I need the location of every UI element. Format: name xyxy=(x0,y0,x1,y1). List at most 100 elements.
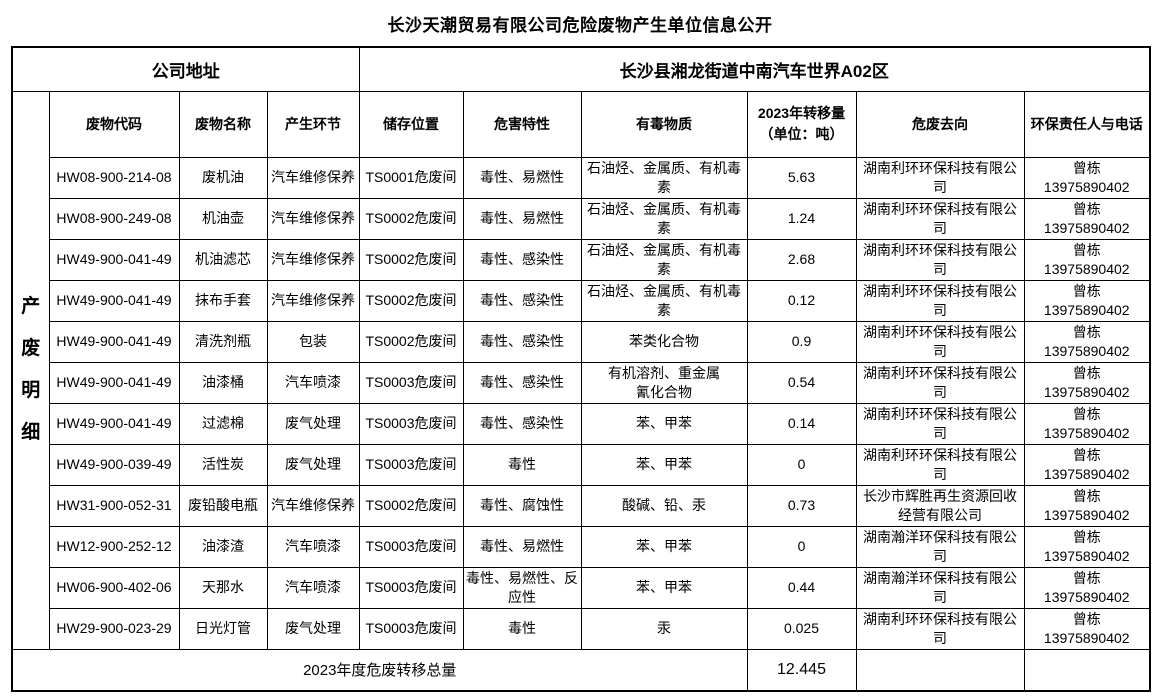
cell-waste-name: 天那水 xyxy=(178,566,268,609)
contact-name: 曾栋 xyxy=(1072,283,1101,300)
contact-name: 曾栋 xyxy=(1072,529,1101,546)
cell-destination: 湖南利环环保科技有限公司 xyxy=(855,607,1025,650)
cell-hazard: 毒性、易燃性 xyxy=(462,156,582,199)
cell-waste-name: 日光灯管 xyxy=(178,607,268,650)
cell-storage: TS0003危废间 xyxy=(358,525,464,568)
cell-contact: 曾栋 13975890402 xyxy=(1023,361,1151,404)
cell-toxic: 苯类化合物 xyxy=(580,320,748,363)
table-row: HW31-900-052-31 废铅酸电瓶 汽车维修保养 TS0002危废间 毒… xyxy=(12,484,1151,527)
cell-amount: 0.54 xyxy=(746,361,857,404)
contact-name: 曾栋 xyxy=(1072,611,1101,628)
contact-phone: 13975890402 xyxy=(1043,178,1130,195)
cell-amount: 0.025 xyxy=(746,607,857,650)
cell-amount: 0 xyxy=(746,525,857,568)
cell-waste-name: 抹布手套 xyxy=(178,279,268,322)
cell-hazard: 毒性、腐蚀性 xyxy=(462,484,582,527)
cell-toxic: 有机溶剂、重金属 氰化合物 xyxy=(580,361,748,404)
cell-contact: 曾栋 13975890402 xyxy=(1023,402,1151,445)
cell-toxic: 酸碱、铅、汞 xyxy=(580,484,748,527)
cell-waste-code: HW49-900-041-49 xyxy=(48,238,180,281)
cell-destination: 湖南利环环保科技有限公司 xyxy=(855,156,1025,199)
contact-phone: 13975890402 xyxy=(1043,301,1130,318)
section-label-cell: 产废明细 xyxy=(11,90,50,650)
contact-name: 曾栋 xyxy=(1072,365,1101,382)
cell-stage: 汽车维修保养 xyxy=(266,484,360,527)
total-row: 2023年度危废转移总量 12.445 xyxy=(11,648,1151,692)
cell-waste-name: 清洗剂瓶 xyxy=(178,320,268,363)
table-row: HW49-900-041-49 机油滤芯 汽车维修保养 TS0002危废间 毒性… xyxy=(12,238,1151,281)
contact-phone: 13975890402 xyxy=(1043,506,1130,523)
cell-hazard: 毒性、感染性 xyxy=(462,279,582,322)
col-header-contact: 环保责任人与电话 xyxy=(1023,90,1151,158)
total-destination-empty xyxy=(855,648,1025,692)
cell-toxic: 苯、甲苯 xyxy=(580,402,748,445)
cell-waste-name: 废机油 xyxy=(178,156,268,199)
cell-contact: 曾栋 13975890402 xyxy=(1023,484,1151,527)
total-value: 12.445 xyxy=(746,648,857,692)
cell-waste-code: HW31-900-052-31 xyxy=(48,484,180,527)
cell-waste-code: HW49-900-041-49 xyxy=(48,279,180,322)
cell-storage: TS0003危废间 xyxy=(358,566,464,609)
cell-hazard: 毒性、感染性 xyxy=(462,402,582,445)
cell-waste-code: HW49-900-041-49 xyxy=(48,402,180,445)
table-row: HW49-900-041-49 油漆桶 汽车喷漆 TS0003危废间 毒性、感染… xyxy=(12,361,1151,404)
cell-toxic: 石油烃、金属质、有机毒素 xyxy=(580,238,748,281)
cell-destination: 湖南利环环保科技有限公司 xyxy=(855,279,1025,322)
cell-hazard: 毒性 xyxy=(462,443,582,486)
cell-storage: TS0002危废间 xyxy=(358,238,464,281)
col-header-hazard: 危害特性 xyxy=(462,90,582,158)
cell-contact: 曾栋 13975890402 xyxy=(1023,279,1151,322)
cell-waste-code: HW08-900-214-08 xyxy=(48,156,180,199)
cell-amount: 1.24 xyxy=(746,197,857,240)
cell-waste-name: 油漆渣 xyxy=(178,525,268,568)
total-contact-empty xyxy=(1023,648,1151,692)
cell-toxic: 苯、甲苯 xyxy=(580,566,748,609)
cell-toxic: 汞 xyxy=(580,607,748,650)
cell-destination: 湖南利环环保科技有限公司 xyxy=(855,361,1025,404)
cell-hazard: 毒性、感染性 xyxy=(462,361,582,404)
col-header-storage: 储存位置 xyxy=(358,90,464,158)
cell-toxic: 石油烃、金属质、有机毒素 xyxy=(580,197,748,240)
cell-hazard: 毒性、感染性 xyxy=(462,320,582,363)
contact-name: 曾栋 xyxy=(1072,160,1101,177)
table-row: HW49-900-041-49 抹布手套 汽车维修保养 TS0002危废间 毒性… xyxy=(12,279,1151,322)
cell-storage: TS0003危废间 xyxy=(358,402,464,445)
cell-amount: 5.63 xyxy=(746,156,857,199)
cell-amount: 2.68 xyxy=(746,238,857,281)
cell-amount: 0.14 xyxy=(746,402,857,445)
cell-waste-name: 机油壶 xyxy=(178,197,268,240)
cell-destination: 湖南利环环保科技有限公司 xyxy=(855,197,1025,240)
cell-stage: 废气处理 xyxy=(266,443,360,486)
cell-waste-name: 机油滤芯 xyxy=(178,238,268,281)
cell-toxic: 苯、甲苯 xyxy=(580,443,748,486)
table-row: HW08-900-214-08 废机油 汽车维修保养 TS0001危废间 毒性、… xyxy=(12,156,1151,199)
cell-contact: 曾栋 13975890402 xyxy=(1023,320,1151,363)
cell-stage: 汽车维修保养 xyxy=(266,238,360,281)
cell-waste-name: 油漆桶 xyxy=(178,361,268,404)
contact-name: 曾栋 xyxy=(1072,488,1101,505)
cell-storage: TS0002危废间 xyxy=(358,197,464,240)
cell-waste-code: HW12-900-252-12 xyxy=(48,525,180,568)
company-address-row: 公司地址 长沙县湘龙街道中南汽车世界A02区 xyxy=(11,46,1151,92)
cell-hazard: 毒性、易燃性 xyxy=(462,197,582,240)
cell-stage: 废气处理 xyxy=(266,607,360,650)
cell-toxic: 石油烃、金属质、有机毒素 xyxy=(580,279,748,322)
cell-amount: 0.44 xyxy=(746,566,857,609)
col-header-toxic: 有毒物质 xyxy=(580,90,748,158)
cell-waste-code: HW06-900-402-06 xyxy=(48,566,180,609)
cell-stage: 废气处理 xyxy=(266,402,360,445)
contact-phone: 13975890402 xyxy=(1043,260,1130,277)
col-header-waste-name: 废物名称 xyxy=(178,90,268,158)
cell-hazard: 毒性、易燃性、反应性 xyxy=(462,566,582,609)
contact-phone: 13975890402 xyxy=(1043,383,1130,400)
cell-destination: 湖南利环环保科技有限公司 xyxy=(855,238,1025,281)
col-header-amount: 2023年转移量 （单位：吨） xyxy=(746,90,857,158)
cell-amount: 0.9 xyxy=(746,320,857,363)
cell-waste-code: HW49-900-041-49 xyxy=(48,320,180,363)
cell-contact: 曾栋 13975890402 xyxy=(1023,197,1151,240)
company-address-value: 长沙县湘龙街道中南汽车世界A02区 xyxy=(358,46,1151,92)
cell-contact: 曾栋 13975890402 xyxy=(1023,443,1151,486)
table-row: HW12-900-252-12 油漆渣 汽车喷漆 TS0003危废间 毒性、易燃… xyxy=(12,525,1151,568)
section-label-vertical: 产废明细 xyxy=(21,296,41,443)
